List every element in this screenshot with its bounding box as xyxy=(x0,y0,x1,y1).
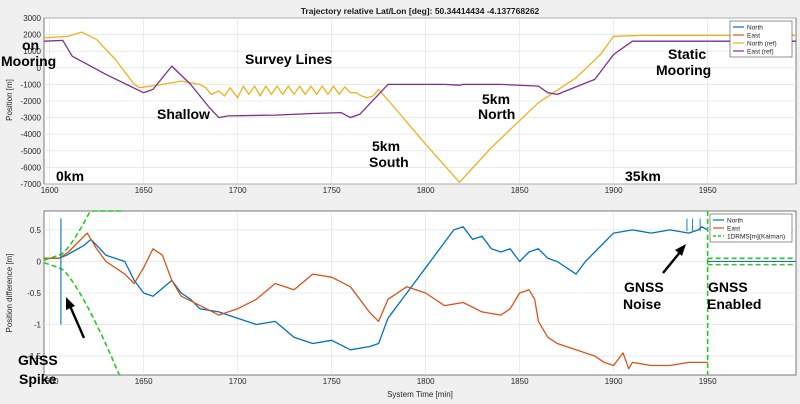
top-annotations: on Mooring Survey Lines Shallow 5km Sout… xyxy=(1,37,711,184)
annotation-0km: 0km xyxy=(56,168,84,184)
annotation-gnss-spike: GNSS xyxy=(18,352,58,368)
annotation-mooring-right: Mooring xyxy=(656,62,711,78)
annotation-gnss-enabled: GNSS xyxy=(708,279,748,295)
top-chart-title: Trajectory relative Lat/Lon [deg]: 50.34… xyxy=(301,6,540,16)
bottom-y-tick-label: -1.5 xyxy=(27,352,41,361)
top-x-tick-label: 1600 xyxy=(41,186,59,195)
gnss-spike-arrow-head xyxy=(66,297,75,310)
top-series xyxy=(43,31,796,183)
top-y-tick-label: -4000 xyxy=(21,130,42,139)
top-y-tick-label: -6000 xyxy=(21,163,42,172)
bottom-x-tick-label: 1850 xyxy=(511,377,529,386)
annotation-static: Static xyxy=(668,46,706,62)
legend-label-north-ref: North (ref) xyxy=(747,40,777,47)
bottom-x-tick-label: 1600 xyxy=(41,377,59,386)
bottom-y-tick-label: 0 xyxy=(37,257,42,266)
legend-label-1drms-m-kalman: 1DRMS[m](Kalman) xyxy=(727,233,785,240)
top-x-tick-label: 1900 xyxy=(605,186,623,195)
top-y-tick-label: -2000 xyxy=(21,97,42,106)
annotation-gnss-noise: GNSS xyxy=(624,279,664,295)
annotation-shallow: Shallow xyxy=(157,106,210,122)
bottom-x-tick-label: 1800 xyxy=(417,377,435,386)
top-y-tick-label: -3000 xyxy=(21,114,42,123)
bottom-x-axis-label: System Time [min] xyxy=(387,390,453,399)
series-line-east xyxy=(44,232,708,370)
legend-label-east-ref: East (ref) xyxy=(747,48,774,55)
top-x-tick-label: 1950 xyxy=(699,186,717,195)
bottom-x-tick-label: 1750 xyxy=(323,377,341,386)
top-tick-labels: 1600 1650 1700 1750 1800 1850 1900 1950 3000 2000… xyxy=(21,14,718,195)
bottom-x-tick-label: 1900 xyxy=(605,377,623,386)
series-line-north xyxy=(44,226,708,351)
top-y-axis-label: Position [m] xyxy=(5,79,14,121)
series-1drms-upper-envelope xyxy=(43,210,123,261)
bottom-x-tick-label: 1950 xyxy=(699,377,717,386)
legend-label-north: North xyxy=(727,217,743,224)
top-y-tick-label: 2000 xyxy=(23,31,41,40)
annotation-survey-lines: Survey Lines xyxy=(245,51,332,67)
top-grid xyxy=(44,17,796,185)
annotation-spike: Spike xyxy=(19,371,57,387)
bottom-tick-labels: 1600 1650 1700 1750 1800 1850 1900 1950 0.5 0 -0.5… xyxy=(27,226,717,386)
annotation-35km: 35km xyxy=(625,168,661,184)
annotation-enabled: Enabled xyxy=(707,296,761,312)
annotation-noise: Noise xyxy=(623,296,661,312)
legend-label-north: North xyxy=(747,24,763,31)
annotation-south: South xyxy=(369,154,409,170)
gnss-spike-arrow-line xyxy=(68,305,86,339)
bottom-y-axis-label: Position difference [m] xyxy=(5,253,14,332)
bottom-y-tick-label: -0.5 xyxy=(27,289,41,298)
top-y-tick-label: 1000 xyxy=(23,47,41,56)
legend-label-east: East xyxy=(727,225,740,232)
top-y-tick-label: 0 xyxy=(37,64,42,73)
bottom-y-tick-label: -1 xyxy=(34,321,42,330)
bottom-x-tick-label: 1700 xyxy=(229,377,247,386)
annotation-on: on xyxy=(22,37,39,53)
top-y-tick-label: 3000 xyxy=(23,14,41,23)
series-line-north-ref xyxy=(43,31,796,183)
top-x-tick-label: 1700 xyxy=(229,186,247,195)
top-x-tick-label: 1800 xyxy=(417,186,435,195)
gnss-noise-arrow-head xyxy=(675,244,686,256)
series-1drms-lower-envelope xyxy=(43,261,124,376)
top-x-tick-label: 1650 xyxy=(135,186,153,195)
annotation-5km-south-distance: 5km xyxy=(372,138,400,154)
top-x-tick-label: 1750 xyxy=(323,186,341,195)
series-line-east-ref xyxy=(43,39,796,119)
bottom-axes: 1600 1650 1700 1750 1800 1850 1900 1950 0.5 0 -0.5… xyxy=(5,210,797,399)
top-y-tick-label: -1000 xyxy=(21,80,42,89)
top-axes: Trajectory relative Lat/Lon [deg]: 50.34… xyxy=(1,6,797,195)
bottom-annotations: GNSS Spike GNSS Noise GNSS Enabled xyxy=(18,244,761,387)
legend-label-east: East xyxy=(747,32,760,39)
annotation-mooring-left: Mooring xyxy=(1,53,56,69)
top-x-tick-label: 1850 xyxy=(511,186,529,195)
top-y-tick-label: -7000 xyxy=(21,180,42,189)
top-y-tick-label: -5000 xyxy=(21,147,42,156)
bottom-series xyxy=(43,210,796,376)
annotation-5km-north-distance: 5km xyxy=(482,91,510,107)
gnss-noise-arrow-line xyxy=(662,250,682,274)
bottom-y-tick-label: 0.5 xyxy=(30,226,42,235)
annotation-north: North xyxy=(478,106,515,122)
bottom-x-tick-label: 1650 xyxy=(135,377,153,386)
